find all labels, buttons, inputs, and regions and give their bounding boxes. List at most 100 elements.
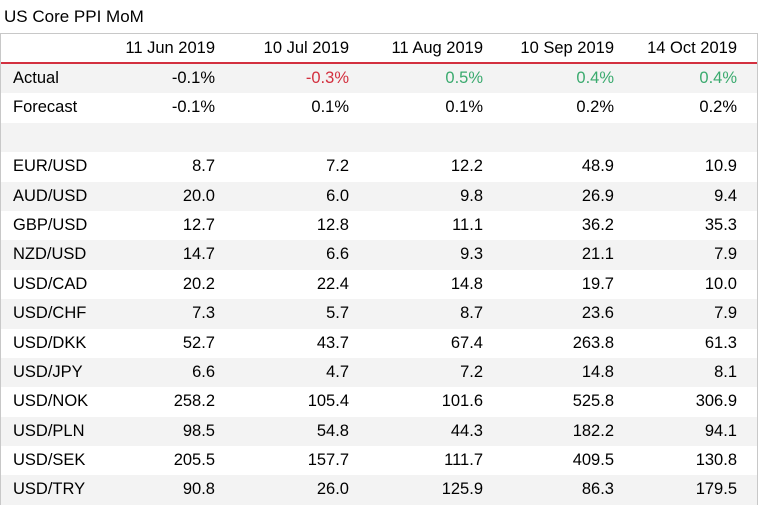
pair-label: EUR/USD <box>13 157 88 176</box>
pair-value: 525.8 <box>572 392 614 411</box>
table-row: EUR/USD 8.7 7.2 12.2 48.9 10.9 <box>1 152 757 181</box>
pair-value: 7.2 <box>326 157 349 176</box>
pair-value: 67.4 <box>450 333 483 352</box>
pair-label: USD/DKK <box>13 333 87 352</box>
table-row: USD/CAD 20.2 22.4 14.8 19.7 10.0 <box>1 270 757 299</box>
pair-value: 11.1 <box>452 215 483 234</box>
table-row: USD/TRY 90.8 26.0 125.9 86.3 179.5 <box>1 475 757 505</box>
pair-value: 205.5 <box>173 451 215 470</box>
pair-value: 9.3 <box>460 245 483 264</box>
pair-value: 7.9 <box>714 245 737 264</box>
pair-value: 90.8 <box>182 480 215 499</box>
pair-value: 44.3 <box>450 421 483 440</box>
pair-label: USD/NOK <box>13 392 89 411</box>
pair-value: 21.1 <box>581 245 614 264</box>
pair-value: 22.4 <box>316 274 349 293</box>
pair-label: NZD/USD <box>13 245 87 264</box>
pair-value: 98.5 <box>182 421 215 440</box>
actual-value: 0.4% <box>576 69 614 87</box>
pair-value: 19.7 <box>581 274 614 293</box>
table-row: USD/CHF 7.3 5.7 8.7 23.6 7.9 <box>1 299 757 329</box>
pair-value: 23.6 <box>581 304 614 323</box>
pair-value: 306.9 <box>695 392 737 411</box>
pair-value: 20.0 <box>182 186 215 205</box>
pair-value: 7.2 <box>460 362 483 381</box>
pair-value: 258.2 <box>173 392 215 411</box>
forecast-value: 0.2% <box>576 98 614 117</box>
pair-value: 179.5 <box>695 480 737 499</box>
table-row: AUD/USD 20.0 6.0 9.8 26.9 9.4 <box>1 181 757 211</box>
table-row: USD/PLN 98.5 54.8 44.3 182.2 94.1 <box>1 416 757 447</box>
pair-value: 10.9 <box>704 157 737 176</box>
pair-label: USD/SEK <box>13 451 86 470</box>
pair-value: 14.8 <box>581 362 614 381</box>
pair-label: GBP/USD <box>13 215 88 234</box>
header-cell: 11 Jun 2019 <box>125 39 215 57</box>
pair-value: 5.7 <box>326 304 349 323</box>
pair-value: 6.0 <box>326 186 349 205</box>
pair-value: 182.2 <box>572 421 614 440</box>
actual-value: 0.5% <box>445 69 483 87</box>
pair-value: 12.7 <box>182 215 215 234</box>
pair-value: 61.3 <box>704 333 737 352</box>
pair-value: 7.3 <box>192 304 215 323</box>
pair-label: USD/JPY <box>13 362 83 381</box>
spacer-row <box>1 122 757 153</box>
pair-value: 36.2 <box>581 215 614 234</box>
actual-value: -0.1% <box>171 69 215 87</box>
header-cell: 14 Oct 2019 <box>647 39 737 57</box>
pair-value: 125.9 <box>441 480 483 499</box>
pair-value: 101.6 <box>441 392 483 411</box>
header-cell: 11 Aug 2019 <box>391 39 483 57</box>
pair-value: 157.7 <box>307 451 349 470</box>
pair-value: 130.8 <box>695 451 737 470</box>
pair-value: 43.7 <box>316 333 349 352</box>
pair-value: 14.8 <box>450 274 483 293</box>
table-row: USD/JPY 6.6 4.7 7.2 14.8 8.1 <box>1 357 757 388</box>
pair-value: 6.6 <box>326 245 349 264</box>
table-row: NZD/USD 14.7 6.6 9.3 21.1 7.9 <box>1 240 757 270</box>
pair-value: 48.9 <box>581 157 614 176</box>
table-title: US Core PPI MoM <box>4 7 144 26</box>
pair-value: 35.3 <box>704 215 737 234</box>
pair-value: 86.3 <box>581 480 614 499</box>
pair-label: USD/PLN <box>13 421 85 440</box>
header-cell: 10 Sep 2019 <box>520 39 614 57</box>
pair-label: USD/CAD <box>13 274 88 293</box>
pair-value: 12.2 <box>450 157 483 176</box>
pair-value: 263.8 <box>572 333 614 352</box>
pair-value: 10.0 <box>704 274 737 293</box>
actual-value: -0.3% <box>305 69 349 87</box>
pair-value: 54.8 <box>316 421 349 440</box>
pair-value: 9.4 <box>714 186 737 205</box>
pair-value: 7.9 <box>714 304 737 323</box>
pair-value: 12.8 <box>316 215 349 234</box>
forecast-value: 0.1% <box>445 98 483 117</box>
pair-value: 26.0 <box>316 480 349 499</box>
pair-value: 111.7 <box>444 451 483 470</box>
pair-value: 8.7 <box>192 157 215 176</box>
ppi-table: 11 Jun 2019 10 Jul 2019 11 Aug 2019 10 S… <box>0 33 758 505</box>
forecast-row: Forecast -0.1% 0.1% 0.1% 0.2% 0.2% <box>1 93 757 122</box>
pair-value: 105.4 <box>307 392 349 411</box>
table-row: USD/SEK 205.5 157.7 111.7 409.5 130.8 <box>1 446 757 475</box>
actual-value: 0.4% <box>699 69 737 87</box>
pair-value: 20.2 <box>182 274 215 293</box>
table-row: USD/NOK 258.2 105.4 101.6 525.8 306.9 <box>1 387 757 416</box>
forecast-value: 0.2% <box>699 98 737 117</box>
pair-value: 8.1 <box>714 362 737 381</box>
pair-value: 52.7 <box>182 333 215 352</box>
table-header-row: 11 Jun 2019 10 Jul 2019 11 Aug 2019 10 S… <box>1 34 757 64</box>
pair-label: AUD/USD <box>13 186 88 205</box>
pair-value: 6.6 <box>192 362 215 381</box>
pair-value: 9.8 <box>460 186 483 205</box>
pair-value: 26.9 <box>581 186 614 205</box>
pair-label: USD/CHF <box>13 304 87 323</box>
actual-row: Actual -0.1% -0.3% 0.5% 0.4% 0.4% <box>1 64 757 94</box>
pair-label: USD/TRY <box>13 480 86 499</box>
row-label: Forecast <box>13 98 78 117</box>
forecast-value: 0.1% <box>311 98 349 117</box>
pair-value: 4.7 <box>326 362 349 381</box>
header-cell: 10 Jul 2019 <box>263 39 349 57</box>
forecast-value: -0.1% <box>171 98 215 117</box>
